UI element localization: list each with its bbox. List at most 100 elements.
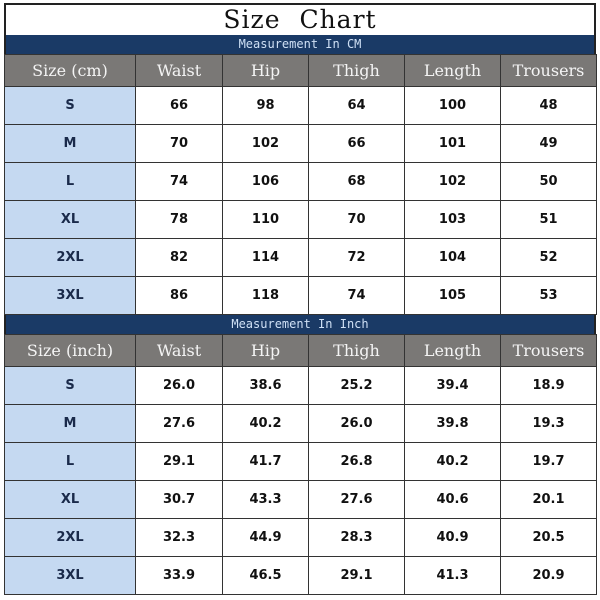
column-header: Length: [404, 54, 501, 87]
value-cell: 64: [308, 86, 405, 125]
table-row: 2XL 82 114 72 104 52: [4, 238, 597, 277]
size-cell: M: [4, 404, 136, 443]
value-cell: 102: [222, 124, 309, 163]
value-cell: 25.2: [308, 366, 405, 405]
chart-title: Size Chart: [4, 3, 596, 35]
section-banner: Measurement In Inch: [4, 315, 596, 334]
value-cell: 46.5: [222, 556, 309, 595]
value-cell: 29.1: [308, 556, 405, 595]
value-cell: 118: [222, 276, 309, 315]
value-cell: 33.9: [135, 556, 223, 595]
table-row: L 74 106 68 102 50: [4, 162, 597, 201]
column-header: Length: [404, 334, 501, 367]
value-cell: 114: [222, 238, 309, 277]
column-header: Thigh: [308, 54, 405, 87]
value-cell: 39.4: [404, 366, 501, 405]
column-header: Hip: [222, 334, 309, 367]
table-row: M 70 102 66 101 49: [4, 124, 597, 163]
value-cell: 49: [500, 124, 597, 163]
value-cell: 18.9: [500, 366, 597, 405]
column-header: Waist: [135, 54, 223, 87]
value-cell: 82: [135, 238, 223, 277]
value-cell: 101: [404, 124, 501, 163]
value-cell: 105: [404, 276, 501, 315]
size-cell: M: [4, 124, 136, 163]
table-row: XL 78 110 70 103 51: [4, 200, 597, 239]
size-cell: 3XL: [4, 556, 136, 595]
column-header: Trousers: [500, 54, 597, 87]
value-cell: 66: [135, 86, 223, 125]
table-row: L 29.1 41.7 26.8 40.2 19.7: [4, 442, 597, 481]
size-cell: S: [4, 366, 136, 405]
value-cell: 110: [222, 200, 309, 239]
table-row: S 66 98 64 100 48: [4, 86, 597, 125]
value-cell: 106: [222, 162, 309, 201]
value-cell: 20.5: [500, 518, 597, 557]
value-cell: 40.9: [404, 518, 501, 557]
value-cell: 72: [308, 238, 405, 277]
size-cell: XL: [4, 200, 136, 239]
value-cell: 40.6: [404, 480, 501, 519]
table-row: M 27.6 40.2 26.0 39.8 19.3: [4, 404, 597, 443]
value-cell: 27.6: [135, 404, 223, 443]
value-cell: 74: [135, 162, 223, 201]
measurement-table: Size (inch) Waist Hip Thigh Length Trousers S 2…: [4, 334, 597, 595]
column-header: Thigh: [308, 334, 405, 367]
value-cell: 38.6: [222, 366, 309, 405]
value-cell: 103: [404, 200, 501, 239]
section-banner: Measurement In CM: [4, 35, 596, 54]
column-header: Trousers: [500, 334, 597, 367]
value-cell: 70: [308, 200, 405, 239]
value-cell: 19.3: [500, 404, 597, 443]
size-cell: 3XL: [4, 276, 136, 315]
table-row: S 26.0 38.6 25.2 39.4 18.9: [4, 366, 597, 405]
header-row: Size (cm) Waist Hip Thigh Length Trousers: [4, 54, 597, 87]
value-cell: 86: [135, 276, 223, 315]
size-cell: 2XL: [4, 238, 136, 277]
value-cell: 26.0: [135, 366, 223, 405]
size-cell: XL: [4, 480, 136, 519]
value-cell: 30.7: [135, 480, 223, 519]
size-header: Size (inch): [4, 334, 136, 367]
value-cell: 52: [500, 238, 597, 277]
size-header: Size (cm): [4, 54, 136, 87]
size-cell: L: [4, 162, 136, 201]
value-cell: 50: [500, 162, 597, 201]
value-cell: 68: [308, 162, 405, 201]
size-cell: 2XL: [4, 518, 136, 557]
value-cell: 102: [404, 162, 501, 201]
value-cell: 98: [222, 86, 309, 125]
value-cell: 26.8: [308, 442, 405, 481]
value-cell: 48: [500, 86, 597, 125]
value-cell: 51: [500, 200, 597, 239]
table-row: 2XL 32.3 44.9 28.3 40.9 20.5: [4, 518, 597, 557]
value-cell: 27.6: [308, 480, 405, 519]
table-row: 3XL 33.9 46.5 29.1 41.3 20.9: [4, 556, 597, 595]
value-cell: 104: [404, 238, 501, 277]
value-cell: 41.3: [404, 556, 501, 595]
table-row: XL 30.7 43.3 27.6 40.6 20.1: [4, 480, 597, 519]
value-cell: 19.7: [500, 442, 597, 481]
header-row: Size (inch) Waist Hip Thigh Length Trousers: [4, 334, 597, 367]
value-cell: 20.9: [500, 556, 597, 595]
value-cell: 26.0: [308, 404, 405, 443]
column-header: Waist: [135, 334, 223, 367]
size-chart: Size Chart Measurement In CM Size (cm) Wai…: [4, 3, 597, 595]
value-cell: 39.8: [404, 404, 501, 443]
value-cell: 70: [135, 124, 223, 163]
measurement-table: Size (cm) Waist Hip Thigh Length Trousers S 66 9…: [4, 54, 597, 315]
column-header: Hip: [222, 54, 309, 87]
value-cell: 78: [135, 200, 223, 239]
value-cell: 66: [308, 124, 405, 163]
value-cell: 74: [308, 276, 405, 315]
size-cell: L: [4, 442, 136, 481]
value-cell: 29.1: [135, 442, 223, 481]
value-cell: 53: [500, 276, 597, 315]
value-cell: 100: [404, 86, 501, 125]
value-cell: 28.3: [308, 518, 405, 557]
value-cell: 40.2: [222, 404, 309, 443]
table-row: 3XL 86 118 74 105 53: [4, 276, 597, 315]
value-cell: 32.3: [135, 518, 223, 557]
value-cell: 20.1: [500, 480, 597, 519]
value-cell: 40.2: [404, 442, 501, 481]
